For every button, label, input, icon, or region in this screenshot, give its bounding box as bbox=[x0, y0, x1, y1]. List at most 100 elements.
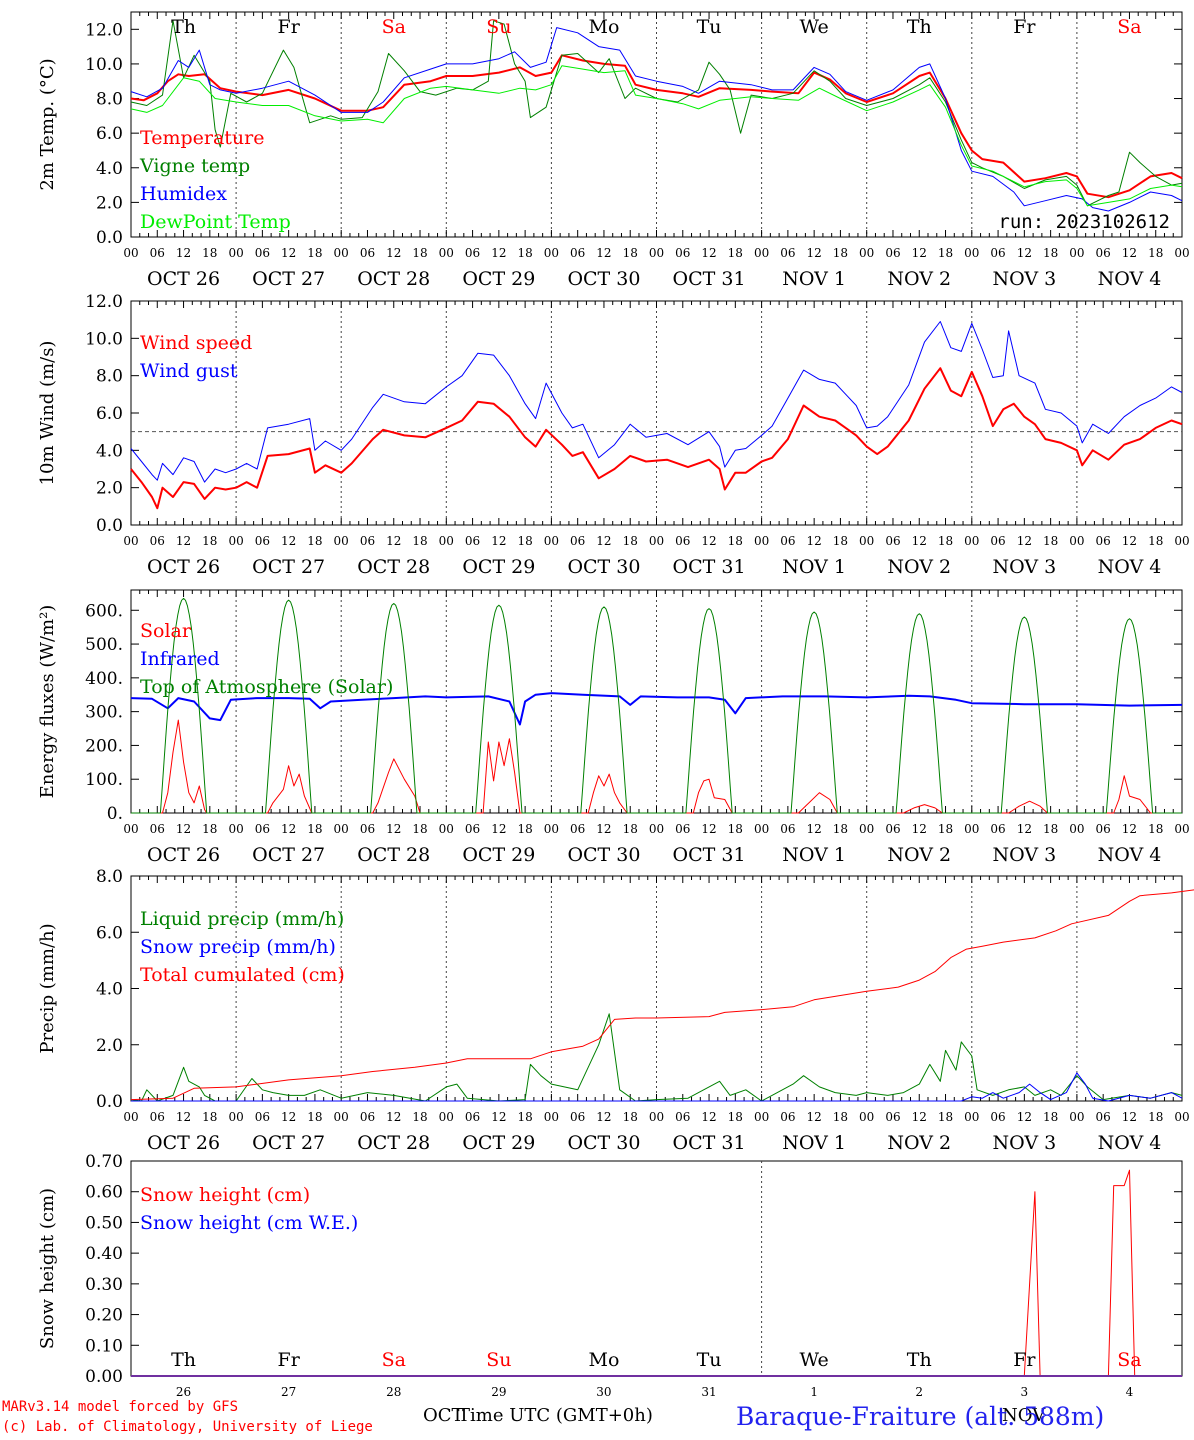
hour-tick-label: 12 bbox=[491, 246, 506, 260]
date-label: NOV 4 bbox=[1098, 268, 1162, 290]
y-tick-label: 12.0 bbox=[85, 20, 123, 40]
hour-tick-label: 18 bbox=[1148, 534, 1163, 548]
hour-tick-label: 00 bbox=[334, 246, 349, 260]
hour-tick-label: 12 bbox=[701, 534, 716, 548]
month-label-oct: OCT bbox=[423, 1405, 464, 1426]
series-line-wind-speed bbox=[130, 367, 1183, 510]
hour-tick-label: 12 bbox=[807, 246, 822, 260]
lab-credit: (c) Lab. of Climatology, University of L… bbox=[2, 1419, 373, 1435]
y-tick-label: 0.0 bbox=[96, 516, 123, 536]
hour-tick-label: 06 bbox=[360, 1110, 375, 1124]
y-axis-label: 2m Temp. (°C) bbox=[37, 58, 58, 190]
legend-entry-solar: Solar bbox=[140, 620, 192, 642]
date-label: NOV 3 bbox=[992, 556, 1056, 578]
day-name-sa: Sa bbox=[1117, 1349, 1141, 1371]
y-tick-label: 6.0 bbox=[96, 404, 123, 424]
y-tick-label: 10.0 bbox=[85, 55, 123, 75]
day-name-th: Th bbox=[907, 16, 932, 38]
y-tick-label: 10.0 bbox=[85, 329, 123, 349]
hour-tick-label: 00 bbox=[649, 1110, 664, 1124]
legend-entry-snow-height-cm-w-e: Snow height (cm W.E.) bbox=[140, 1212, 358, 1234]
date-label: NOV 4 bbox=[1098, 844, 1162, 866]
hour-tick-label: 00 bbox=[334, 1110, 349, 1124]
legend-entry-snow-height-cm: Snow height (cm) bbox=[140, 1184, 310, 1206]
legend-entry-wind-gust: Wind gust bbox=[140, 360, 238, 382]
hour-tick-label: 00 bbox=[439, 246, 454, 260]
hour-tick-label: 00 bbox=[964, 246, 979, 260]
hour-tick-label: 12 bbox=[1017, 822, 1032, 836]
hour-tick-label: 18 bbox=[938, 246, 953, 260]
hour-tick-label: 06 bbox=[990, 534, 1005, 548]
hour-tick-label: 12 bbox=[491, 534, 506, 548]
y-tick-label: 4.0 bbox=[96, 980, 123, 1000]
hour-tick-label: 06 bbox=[570, 822, 585, 836]
hour-tick-label: 06 bbox=[1096, 246, 1111, 260]
hour-tick-label: 18 bbox=[307, 534, 322, 548]
hour-tick-label: 12 bbox=[1017, 534, 1032, 548]
series-line-humidex bbox=[130, 27, 1183, 212]
hour-tick-label: 00 bbox=[228, 246, 243, 260]
y-tick-label: 2.0 bbox=[96, 193, 123, 213]
day-name-fr: Fr bbox=[278, 1349, 301, 1371]
hour-tick-label: 06 bbox=[885, 1110, 900, 1124]
hour-tick-label: 00 bbox=[964, 534, 979, 548]
day-name-su: Su bbox=[486, 16, 511, 38]
hour-tick-label: 00 bbox=[754, 822, 769, 836]
y-tick-label: 0. bbox=[107, 804, 123, 824]
y-tick-label: 400. bbox=[85, 669, 123, 689]
hour-tick-label: 06 bbox=[780, 534, 795, 548]
y-tick-label: 8.0 bbox=[96, 367, 123, 387]
hour-tick-label: 00 bbox=[859, 246, 874, 260]
date-label: OCT 29 bbox=[462, 556, 535, 578]
hour-tick-label: 06 bbox=[255, 246, 270, 260]
y-axis-label: Energy fluxes (W/m²) bbox=[37, 605, 58, 799]
day-name-mo: Mo bbox=[588, 16, 619, 38]
hour-tick-label: 12 bbox=[596, 822, 611, 836]
date-label: OCT 29 bbox=[462, 268, 535, 290]
hour-tick-label: 00 bbox=[123, 822, 138, 836]
legend-entry-humidex: Humidex bbox=[140, 183, 227, 205]
hour-tick-label: 18 bbox=[833, 246, 848, 260]
hour-tick-label: 12 bbox=[701, 246, 716, 260]
hour-tick-label: 18 bbox=[728, 246, 743, 260]
hour-tick-label: 18 bbox=[1148, 1110, 1163, 1124]
y-tick-label: 2.0 bbox=[96, 479, 123, 499]
hour-tick-label: 18 bbox=[307, 1110, 322, 1124]
date-label: OCT 28 bbox=[357, 844, 430, 866]
hour-tick-label: 00 bbox=[859, 822, 874, 836]
date-label: NOV 2 bbox=[887, 844, 951, 866]
hour-tick-label: 18 bbox=[517, 1110, 532, 1124]
hour-tick-label: 06 bbox=[990, 1110, 1005, 1124]
y-tick-label: 6.0 bbox=[96, 923, 123, 943]
hour-tick-label: 18 bbox=[517, 246, 532, 260]
hour-tick-label: 00 bbox=[123, 246, 138, 260]
hour-tick-label: 06 bbox=[150, 822, 165, 836]
hour-tick-label: 00 bbox=[754, 246, 769, 260]
day-number: 31 bbox=[701, 1385, 716, 1399]
day-name-tu: Tu bbox=[697, 16, 722, 38]
hour-tick-label: 18 bbox=[1148, 822, 1163, 836]
day-name-we: We bbox=[800, 1349, 829, 1371]
hour-tick-label: 12 bbox=[912, 1110, 927, 1124]
day-number: 3 bbox=[1021, 1385, 1029, 1399]
y-tick-label: 4.0 bbox=[96, 441, 123, 461]
station-title: Baraque-Fraiture (alt. 588m) bbox=[736, 1402, 1105, 1431]
date-label: OCT 27 bbox=[252, 1132, 325, 1154]
hour-tick-label: 00 bbox=[1174, 1110, 1189, 1124]
date-label: OCT 27 bbox=[252, 556, 325, 578]
hour-tick-label: 06 bbox=[675, 534, 690, 548]
hour-tick-label: 12 bbox=[596, 1110, 611, 1124]
hour-tick-label: 06 bbox=[150, 534, 165, 548]
y-tick-label: 600. bbox=[85, 601, 123, 621]
hour-tick-label: 18 bbox=[833, 822, 848, 836]
hour-tick-label: 12 bbox=[176, 246, 191, 260]
hour-tick-label: 06 bbox=[360, 534, 375, 548]
hour-tick-label: 12 bbox=[1017, 246, 1032, 260]
hour-tick-label: 06 bbox=[990, 246, 1005, 260]
day-name-we: We bbox=[800, 16, 829, 38]
date-label: OCT 31 bbox=[673, 556, 746, 578]
date-label: OCT 28 bbox=[357, 1132, 430, 1154]
hour-tick-label: 00 bbox=[228, 1110, 243, 1124]
hour-tick-label: 12 bbox=[281, 1110, 296, 1124]
y-tick-label: 0.70 bbox=[85, 1152, 123, 1172]
